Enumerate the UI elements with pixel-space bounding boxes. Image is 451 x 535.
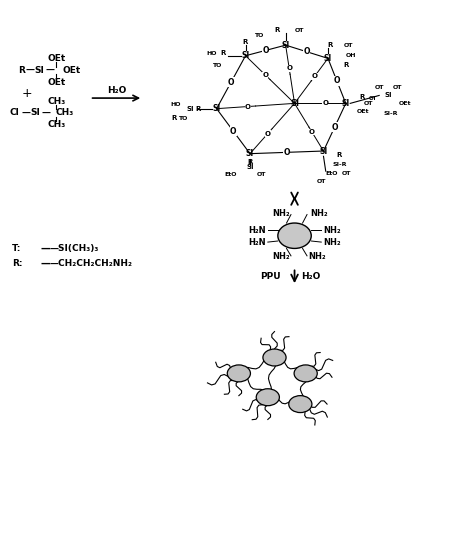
Text: NH₂: NH₂ [323,238,341,247]
Text: EtO: EtO [224,172,237,177]
Text: OT: OT [341,171,351,176]
Text: TO: TO [212,63,221,68]
Text: OEt: OEt [399,101,412,106]
Ellipse shape [289,395,312,412]
Text: O: O [286,65,292,72]
Text: OEt: OEt [63,66,81,75]
Text: EtO: EtO [326,171,338,176]
Text: TO: TO [178,116,188,121]
Text: SI: SI [187,106,194,112]
Text: SI: SI [384,93,392,98]
Text: R: R [18,66,25,75]
Text: R: R [243,40,248,45]
Text: —: — [22,109,30,117]
Text: —CH₂CH₂CH₂NH₂: —CH₂CH₂CH₂NH₂ [50,259,133,268]
Ellipse shape [278,223,311,248]
Text: CH₃: CH₃ [47,97,65,106]
Text: NH₂: NH₂ [272,253,290,262]
Text: SI: SI [319,147,327,156]
Text: H₂O: H₂O [107,86,126,95]
Text: R: R [359,94,364,100]
Text: NH₂: NH₂ [308,253,326,262]
Text: R: R [196,106,201,112]
Text: O: O [262,46,269,55]
Text: SI-R: SI-R [383,111,398,117]
Text: SI: SI [290,99,299,108]
Text: SI-R: SI-R [332,162,347,167]
Ellipse shape [294,365,317,382]
Text: R: R [274,27,280,33]
Text: OEt: OEt [47,54,65,63]
Ellipse shape [227,365,250,382]
Text: HO: HO [170,102,181,107]
Text: OT: OT [295,28,304,33]
Text: SI: SI [281,41,290,50]
Text: HO: HO [206,51,216,56]
Text: OT: OT [368,96,377,101]
Text: Cl: Cl [9,109,19,117]
Text: CH₃: CH₃ [47,120,65,129]
Text: R: R [220,50,226,56]
Text: O: O [262,72,268,78]
Text: —: — [26,66,35,75]
Text: OH: OH [346,53,356,58]
Text: O: O [322,101,328,106]
Text: NH₂: NH₂ [272,209,290,218]
Text: SI: SI [241,51,250,60]
Text: R:: R: [12,259,22,268]
Ellipse shape [256,389,280,406]
Text: O: O [284,148,290,157]
Text: O: O [265,131,271,136]
Text: H₂O: H₂O [301,272,321,281]
Text: H₂N: H₂N [248,238,266,247]
Text: SI: SI [342,99,350,108]
Text: O: O [304,47,310,56]
Text: OT: OT [374,85,384,90]
Text: R: R [171,115,176,121]
Text: OT: OT [364,101,373,106]
Text: R: R [337,152,342,158]
Text: O: O [245,104,251,110]
Text: NH₂: NH₂ [323,226,341,235]
Text: NH₂: NH₂ [310,209,328,218]
Text: OEt: OEt [47,78,65,87]
Text: O: O [230,127,236,136]
Text: O: O [228,78,235,87]
Text: O: O [312,73,318,79]
Text: —: — [42,109,51,117]
Text: R: R [344,62,349,68]
Text: T:: T: [12,244,21,254]
Text: OT: OT [344,43,353,48]
Text: —: — [41,244,51,254]
Text: OT: OT [392,85,402,90]
Text: SI: SI [246,149,254,158]
Text: OT: OT [317,179,326,184]
Text: PPU: PPU [261,272,281,281]
Text: OEt: OEt [357,109,369,114]
Text: SI: SI [30,109,40,117]
Text: —SI(CH₃)₃: —SI(CH₃)₃ [50,244,99,254]
Text: —: — [41,258,51,268]
Text: H₂N: H₂N [248,226,266,235]
Text: R: R [247,158,253,165]
Text: O: O [309,129,315,135]
Text: CH₃: CH₃ [55,109,74,117]
Text: OT: OT [257,172,266,177]
Text: O: O [331,123,338,132]
Text: —: — [45,66,54,75]
Text: +: + [22,87,32,101]
Text: O: O [334,77,340,86]
Text: SI: SI [324,54,332,63]
Text: R: R [327,42,333,48]
Text: SI: SI [212,104,221,113]
Text: SI: SI [246,164,254,170]
Ellipse shape [263,349,286,366]
Text: SI: SI [34,66,44,75]
Text: TO: TO [254,33,263,38]
